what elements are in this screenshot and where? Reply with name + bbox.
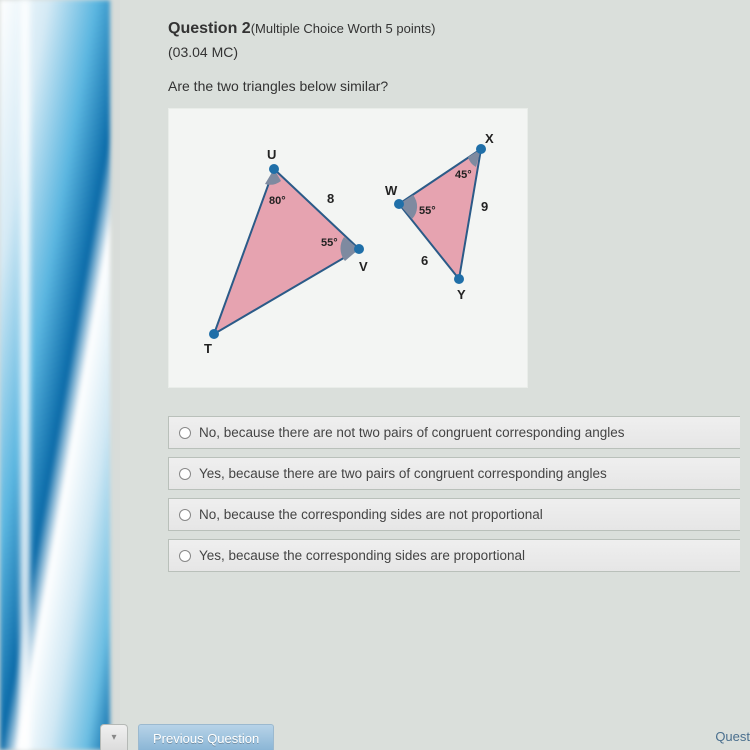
angle-label-u: 80° bbox=[269, 195, 286, 207]
vertex-label-w: W bbox=[385, 183, 397, 198]
question-figure: U V T W X Y 80° 55° 55° 45° 8 9 6 bbox=[168, 108, 528, 388]
vertex-label-x: X bbox=[485, 131, 494, 146]
question-prompt: Are the two triangles below similar? bbox=[168, 78, 740, 94]
angle-label-v: 55° bbox=[321, 237, 338, 249]
previous-question-label: Previous Question bbox=[153, 731, 259, 746]
bottom-nav: ▾ Previous Question bbox=[100, 724, 274, 750]
vertex-u-dot bbox=[269, 164, 279, 174]
vertex-label-u: U bbox=[267, 147, 276, 162]
vertex-label-y: Y bbox=[457, 287, 466, 302]
option-b[interactable]: Yes, because there are two pairs of cong… bbox=[168, 457, 740, 490]
triangles-svg bbox=[169, 109, 529, 389]
vertex-t-dot bbox=[209, 329, 219, 339]
chevron-down-icon: ▾ bbox=[111, 732, 116, 743]
previous-question-button[interactable]: Previous Question bbox=[138, 724, 274, 750]
side-label-wy: 6 bbox=[421, 253, 428, 268]
option-label: Yes, because there are two pairs of cong… bbox=[199, 466, 607, 481]
radio-icon bbox=[179, 427, 191, 439]
next-question-stub[interactable]: Quest bbox=[715, 729, 750, 744]
radio-icon bbox=[179, 468, 191, 480]
option-a[interactable]: No, because there are not two pairs of c… bbox=[168, 416, 740, 449]
radio-icon bbox=[179, 509, 191, 521]
answer-options: No, because there are not two pairs of c… bbox=[168, 416, 740, 572]
question-title: Question 2(Multiple Choice Worth 5 point… bbox=[168, 20, 740, 38]
angle-label-w: 55° bbox=[419, 205, 436, 217]
option-d[interactable]: Yes, because the corresponding sides are… bbox=[168, 539, 740, 572]
triangle-tuv bbox=[214, 169, 359, 334]
option-label: No, because the corresponding sides are … bbox=[199, 507, 543, 522]
decorative-left-highlight bbox=[20, 0, 30, 750]
question-subtitle: (Multiple Choice Worth 5 points) bbox=[251, 21, 436, 36]
option-c[interactable]: No, because the corresponding sides are … bbox=[168, 498, 740, 531]
option-label: Yes, because the corresponding sides are… bbox=[199, 548, 525, 563]
decorative-left-gradient bbox=[0, 0, 110, 750]
option-label: No, because there are not two pairs of c… bbox=[199, 425, 625, 440]
vertex-y-dot bbox=[454, 274, 464, 284]
content-area: Question 2(Multiple Choice Worth 5 point… bbox=[120, 0, 750, 750]
side-label-wx: 9 bbox=[481, 199, 488, 214]
angle-label-x: 45° bbox=[455, 169, 472, 181]
radio-icon bbox=[179, 550, 191, 562]
side-label-uv: 8 bbox=[327, 191, 334, 206]
nav-dropdown-button[interactable]: ▾ bbox=[100, 724, 128, 750]
vertex-w-dot bbox=[394, 199, 404, 209]
question-code: (03.04 MC) bbox=[168, 44, 740, 60]
vertex-label-v: V bbox=[359, 259, 368, 274]
question-number: Question 2 bbox=[168, 20, 251, 37]
vertex-v-dot bbox=[354, 244, 364, 254]
vertex-label-t: T bbox=[204, 341, 212, 356]
